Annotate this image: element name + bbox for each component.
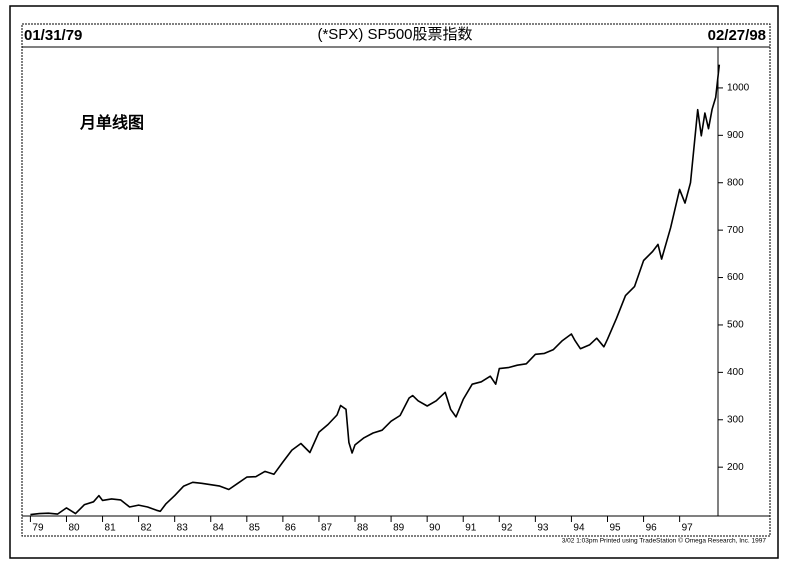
x-tick-label: 96: [646, 523, 658, 534]
frame: [9, 5, 779, 559]
y-tick-label: 600: [727, 272, 744, 283]
y-tick-label: 1000: [727, 83, 750, 94]
x-tick-label: 90: [429, 523, 441, 534]
end-date: 02/27/98: [708, 27, 766, 44]
price-line: [30, 64, 721, 516]
x-tick-label: 92: [501, 523, 513, 534]
y-tick-label: 300: [727, 414, 744, 425]
x-tick-label: 87: [321, 523, 333, 534]
x-tick-label: 95: [609, 523, 621, 534]
x-tick-label: 89: [393, 523, 405, 534]
y-tick-label: 200: [727, 462, 744, 473]
footnote: 3/02 1:03pm Printed using TradeStation ©…: [562, 537, 767, 545]
x-tick-label: 97: [682, 523, 694, 534]
x-tick-label: 82: [141, 523, 153, 534]
annotation: 月单线图: [79, 113, 144, 132]
x-tick-label: 91: [465, 523, 477, 534]
y-tick-label: 400: [727, 367, 744, 378]
y-tick-label: 500: [727, 320, 744, 331]
x-tick-label: 80: [68, 523, 80, 534]
x-tick-label: 84: [213, 523, 225, 534]
x-tick-label: 85: [249, 523, 261, 534]
y-tick-label: 900: [727, 130, 744, 141]
x-tick-label: 94: [573, 523, 585, 534]
x-tick-label: 93: [537, 523, 549, 534]
x-tick-label: 81: [105, 523, 117, 534]
plot-frame: [21, 23, 771, 537]
x-tick-label: 86: [285, 523, 297, 534]
chart-title: (*SPX) SP500股票指数: [317, 26, 472, 43]
y-tick-label: 800: [727, 177, 744, 188]
y-tick-label: 700: [727, 225, 744, 236]
x-tick-label: 79: [32, 523, 44, 534]
start-date: 01/31/79: [24, 27, 82, 44]
x-tick-label: 83: [177, 523, 189, 534]
x-tick-label: 88: [357, 523, 369, 534]
